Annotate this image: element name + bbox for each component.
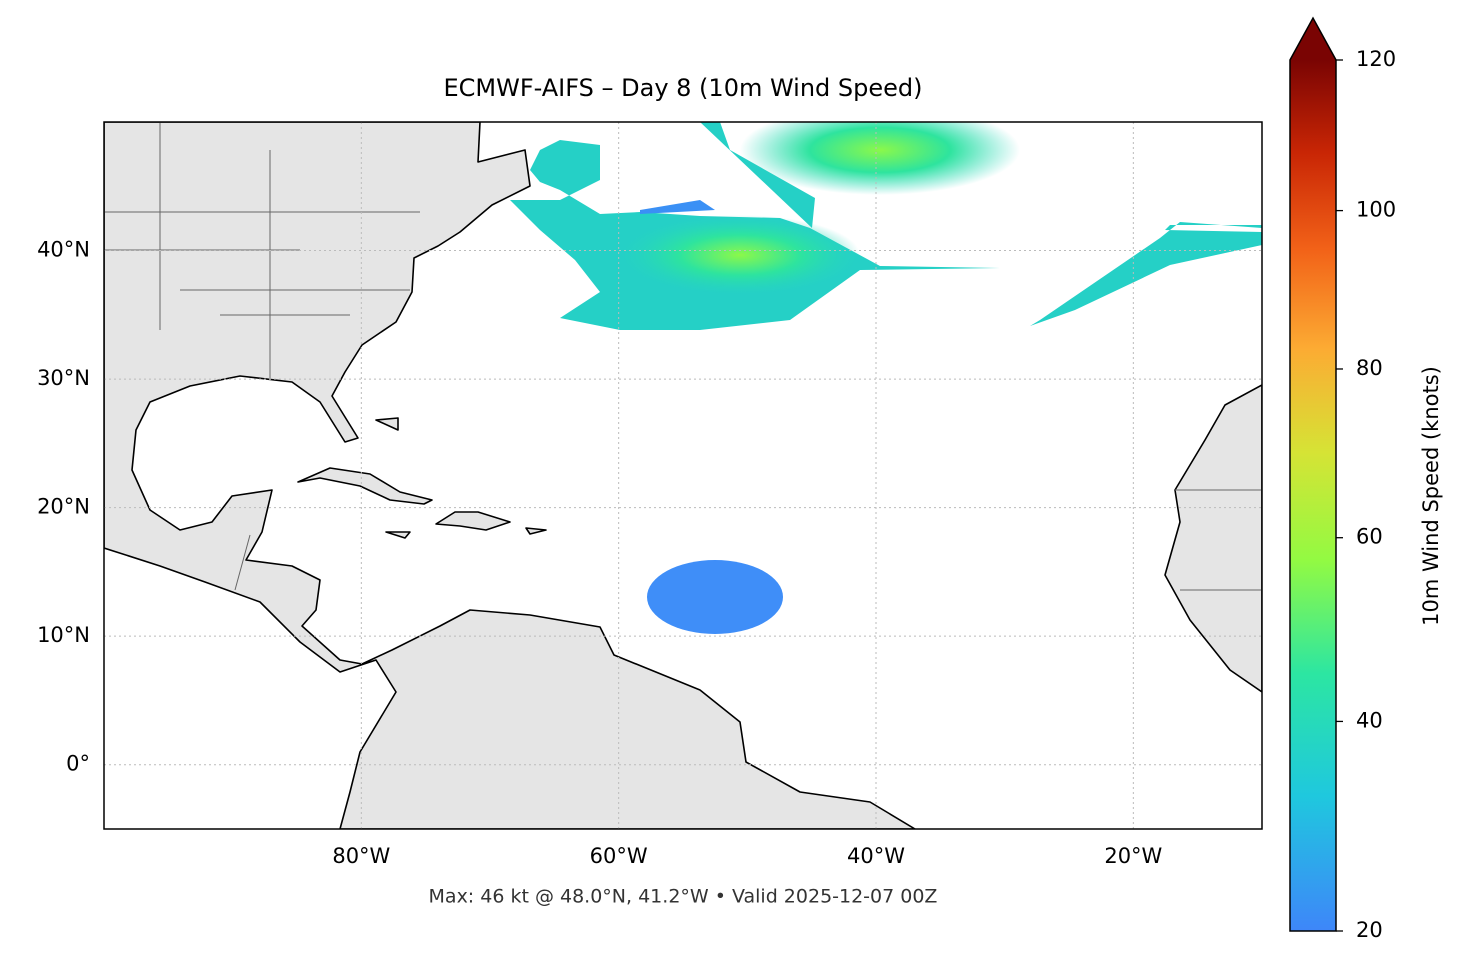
island bbox=[297, 467, 433, 505]
y-tick-label: 0° bbox=[66, 752, 90, 776]
y-tick-label: 20°N bbox=[37, 495, 90, 519]
colorbar-tick-label: 40 bbox=[1356, 708, 1383, 732]
land bbox=[1164, 384, 1262, 693]
colorbar-tick-label: 120 bbox=[1356, 47, 1396, 71]
x-tick-label: 40°W bbox=[847, 844, 905, 868]
chart-title: ECMWF-AIFS – Day 8 (10m Wind Speed) bbox=[443, 74, 922, 102]
plot-frame bbox=[103, 121, 1263, 830]
x-tick-label: 20°W bbox=[1104, 844, 1162, 868]
y-tick-label: 30°N bbox=[37, 366, 90, 390]
y-tick-label: 10°N bbox=[37, 623, 90, 647]
colorbar-extension bbox=[1290, 18, 1336, 60]
wind-maximum bbox=[740, 122, 1020, 195]
colorbar-frame bbox=[1289, 16, 1337, 932]
island bbox=[525, 527, 547, 535]
y-tick-label: 40°N bbox=[37, 238, 90, 262]
colorbar-tick-label: 80 bbox=[1356, 356, 1383, 380]
wind-maximum bbox=[620, 215, 860, 295]
colorbar-tick-label: 60 bbox=[1356, 525, 1383, 549]
border bbox=[104, 122, 1262, 591]
island bbox=[435, 511, 511, 531]
wind-field bbox=[510, 122, 1262, 634]
colorbar-tick-label: 20 bbox=[1356, 918, 1383, 942]
wind-area bbox=[647, 560, 783, 634]
footnote: Max: 46 kt @ 48.0°N, 41.2°W • Valid 2025… bbox=[429, 886, 938, 908]
island bbox=[375, 417, 399, 431]
island bbox=[385, 531, 411, 539]
colorbar-label: 10m Wind Speed (knots) bbox=[1419, 366, 1443, 626]
wind-area bbox=[640, 200, 715, 214]
x-tick-label: 80°W bbox=[332, 844, 390, 868]
land bbox=[104, 122, 916, 829]
x-tick-label: 60°W bbox=[590, 844, 648, 868]
colorbar-tick-label: 100 bbox=[1356, 198, 1396, 222]
colorbar bbox=[1290, 60, 1336, 931]
map bbox=[104, 122, 1262, 829]
